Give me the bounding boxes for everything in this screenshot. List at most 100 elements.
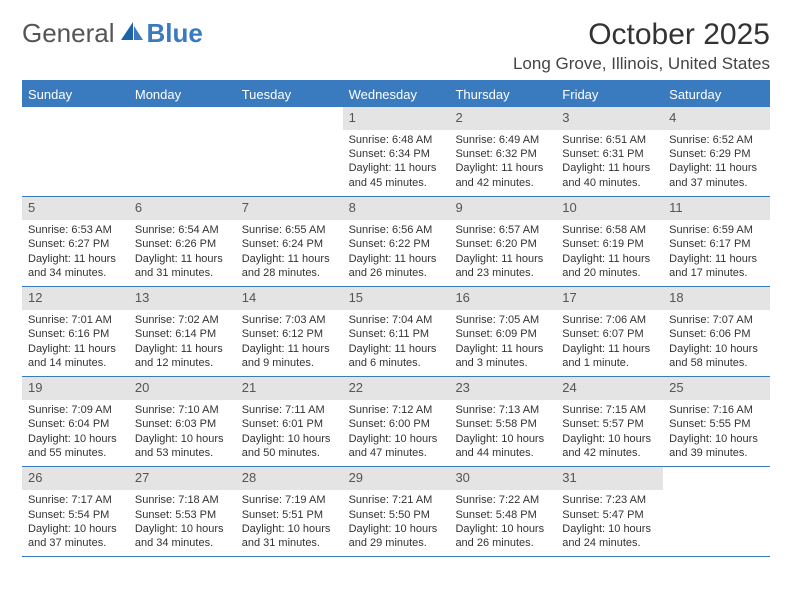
day1-line: Daylight: 10 hours <box>669 342 764 356</box>
day-cell: 22Sunrise: 7:12 AMSunset: 6:00 PMDayligh… <box>343 377 450 466</box>
sail-icon <box>119 18 145 49</box>
day-body: Sunrise: 7:23 AMSunset: 5:47 PMDaylight:… <box>556 490 663 556</box>
brand-part1: General <box>22 18 115 49</box>
day2-line: and 45 minutes. <box>349 176 444 190</box>
day-number: 30 <box>449 467 556 490</box>
day1-line: Daylight: 10 hours <box>28 522 123 536</box>
day1-line: Daylight: 10 hours <box>28 432 123 446</box>
day-number: 27 <box>129 467 236 490</box>
day2-line: and 40 minutes. <box>562 176 657 190</box>
day-cell: 1Sunrise: 6:48 AMSunset: 6:34 PMDaylight… <box>343 107 450 196</box>
day-body: Sunrise: 7:13 AMSunset: 5:58 PMDaylight:… <box>449 400 556 466</box>
day-number: 23 <box>449 377 556 400</box>
day-number: 22 <box>343 377 450 400</box>
week-row: 1Sunrise: 6:48 AMSunset: 6:34 PMDaylight… <box>22 107 770 196</box>
day2-line: and 6 minutes. <box>349 356 444 370</box>
month-title: October 2025 <box>513 18 770 52</box>
day2-line: and 17 minutes. <box>669 266 764 280</box>
day-cell <box>129 107 236 196</box>
day-body: Sunrise: 7:21 AMSunset: 5:50 PMDaylight:… <box>343 490 450 556</box>
day1-line: Daylight: 11 hours <box>562 342 657 356</box>
day-number: 24 <box>556 377 663 400</box>
sunset-line: Sunset: 6:27 PM <box>28 237 123 251</box>
sunset-line: Sunset: 6:31 PM <box>562 147 657 161</box>
dow-saturday: Saturday <box>663 82 770 107</box>
sunrise-line: Sunrise: 6:51 AM <box>562 133 657 147</box>
day1-line: Daylight: 11 hours <box>242 342 337 356</box>
sunrise-line: Sunrise: 7:04 AM <box>349 313 444 327</box>
title-block: October 2025 Long Grove, Illinois, Unite… <box>513 18 770 74</box>
sunset-line: Sunset: 6:26 PM <box>135 237 230 251</box>
day1-line: Daylight: 11 hours <box>669 252 764 266</box>
dow-thursday: Thursday <box>449 82 556 107</box>
day-body: Sunrise: 6:48 AMSunset: 6:34 PMDaylight:… <box>343 130 450 196</box>
day2-line: and 9 minutes. <box>242 356 337 370</box>
day-body: Sunrise: 7:16 AMSunset: 5:55 PMDaylight:… <box>663 400 770 466</box>
dow-row: Sunday Monday Tuesday Wednesday Thursday… <box>22 82 770 107</box>
day1-line: Daylight: 10 hours <box>562 432 657 446</box>
sunset-line: Sunset: 6:22 PM <box>349 237 444 251</box>
week-row: 12Sunrise: 7:01 AMSunset: 6:16 PMDayligh… <box>22 286 770 376</box>
day-cell: 25Sunrise: 7:16 AMSunset: 5:55 PMDayligh… <box>663 377 770 466</box>
day1-line: Daylight: 11 hours <box>669 161 764 175</box>
day-number: 4 <box>663 107 770 130</box>
sunrise-line: Sunrise: 7:23 AM <box>562 493 657 507</box>
sunrise-line: Sunrise: 7:17 AM <box>28 493 123 507</box>
day-cell: 3Sunrise: 6:51 AMSunset: 6:31 PMDaylight… <box>556 107 663 196</box>
sunrise-line: Sunrise: 7:03 AM <box>242 313 337 327</box>
sunset-line: Sunset: 5:54 PM <box>28 508 123 522</box>
day-body: Sunrise: 6:53 AMSunset: 6:27 PMDaylight:… <box>22 220 129 286</box>
day2-line: and 37 minutes. <box>669 176 764 190</box>
day1-line: Daylight: 11 hours <box>28 252 123 266</box>
sunset-line: Sunset: 5:48 PM <box>455 508 550 522</box>
day2-line: and 50 minutes. <box>242 446 337 460</box>
day2-line: and 23 minutes. <box>455 266 550 280</box>
day-number: 7 <box>236 197 343 220</box>
day1-line: Daylight: 11 hours <box>135 252 230 266</box>
sunset-line: Sunset: 6:00 PM <box>349 417 444 431</box>
day1-line: Daylight: 11 hours <box>562 252 657 266</box>
sunrise-line: Sunrise: 7:02 AM <box>135 313 230 327</box>
sunset-line: Sunset: 6:14 PM <box>135 327 230 341</box>
day2-line: and 31 minutes. <box>242 536 337 550</box>
day-number: 19 <box>22 377 129 400</box>
sunrise-line: Sunrise: 6:52 AM <box>669 133 764 147</box>
day-body: Sunrise: 6:54 AMSunset: 6:26 PMDaylight:… <box>129 220 236 286</box>
sunrise-line: Sunrise: 7:06 AM <box>562 313 657 327</box>
day-cell: 17Sunrise: 7:06 AMSunset: 6:07 PMDayligh… <box>556 287 663 376</box>
sunrise-line: Sunrise: 6:58 AM <box>562 223 657 237</box>
dow-wednesday: Wednesday <box>343 82 450 107</box>
week-row: 5Sunrise: 6:53 AMSunset: 6:27 PMDaylight… <box>22 196 770 286</box>
sunrise-line: Sunrise: 7:13 AM <box>455 403 550 417</box>
sunset-line: Sunset: 5:47 PM <box>562 508 657 522</box>
day-cell: 4 Sunrise: 6:52 AMSunset: 6:29 PMDaylight… <box>663 107 770 196</box>
day-body: Sunrise: 7:10 AMSunset: 6:03 PMDaylight:… <box>129 400 236 466</box>
sunrise-line: Sunrise: 7:15 AM <box>562 403 657 417</box>
day-body: Sunrise: 7:12 AMSunset: 6:00 PMDaylight:… <box>343 400 450 466</box>
day-number: 9 <box>449 197 556 220</box>
sunrise-line: Sunrise: 6:54 AM <box>135 223 230 237</box>
day-cell: 26Sunrise: 7:17 AMSunset: 5:54 PMDayligh… <box>22 467 129 556</box>
week-row: 19Sunrise: 7:09 AMSunset: 6:04 PMDayligh… <box>22 376 770 466</box>
sunrise-line: Sunrise: 7:01 AM <box>28 313 123 327</box>
day1-line: Daylight: 10 hours <box>349 522 444 536</box>
sunset-line: Sunset: 6:32 PM <box>455 147 550 161</box>
day1-line: Daylight: 10 hours <box>455 522 550 536</box>
sunrise-line: Sunrise: 6:55 AM <box>242 223 337 237</box>
day2-line: and 12 minutes. <box>135 356 230 370</box>
sunset-line: Sunset: 5:58 PM <box>455 417 550 431</box>
day-body: Sunrise: 6:59 AMSunset: 6:17 PMDaylight:… <box>663 220 770 286</box>
day2-line: and 44 minutes. <box>455 446 550 460</box>
day-cell: 8Sunrise: 6:56 AMSunset: 6:22 PMDaylight… <box>343 197 450 286</box>
sunset-line: Sunset: 6:29 PM <box>669 147 764 161</box>
dow-friday: Friday <box>556 82 663 107</box>
day-body: Sunrise: 7:03 AMSunset: 6:12 PMDaylight:… <box>236 310 343 376</box>
day1-line: Daylight: 11 hours <box>349 161 444 175</box>
sunset-line: Sunset: 6:17 PM <box>669 237 764 251</box>
day-cell: 2Sunrise: 6:49 AMSunset: 6:32 PMDaylight… <box>449 107 556 196</box>
day-cell: 10Sunrise: 6:58 AMSunset: 6:19 PMDayligh… <box>556 197 663 286</box>
day2-line: and 29 minutes. <box>349 536 444 550</box>
day-number: 12 <box>22 287 129 310</box>
day-cell: 27Sunrise: 7:18 AMSunset: 5:53 PMDayligh… <box>129 467 236 556</box>
day2-line: and 42 minutes. <box>455 176 550 190</box>
